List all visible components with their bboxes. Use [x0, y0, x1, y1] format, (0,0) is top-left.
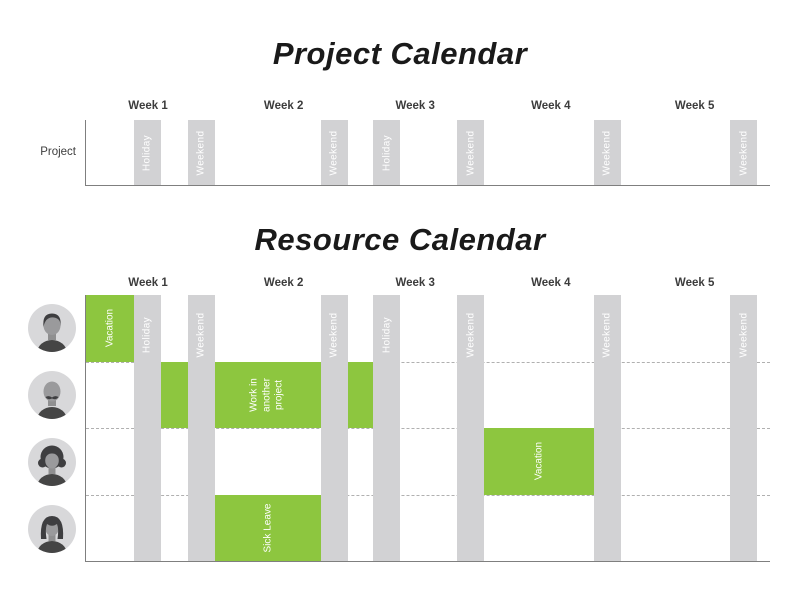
week-label: Week 3: [395, 100, 435, 112]
resource-row-4-avatar: [28, 505, 76, 553]
sick-leave-assignment-bar: Sick Leave: [214, 494, 321, 561]
week-label: Week 2: [263, 277, 304, 289]
assignment-label: Work in another project: [248, 377, 285, 412]
week-label: Week 3: [395, 277, 435, 289]
short-dark-hair-person-avatar-icon: [28, 304, 76, 352]
project-calendar-title: Project Calendar: [272, 36, 528, 71]
weekend-bar: Weekend: [187, 295, 215, 561]
weekend-bar: Weekend: [320, 120, 348, 185]
weekend-bar: Weekend: [593, 120, 621, 185]
week-label: Week 4: [531, 277, 571, 289]
project-calendar-chart: Holiday Weekend Weekend Holiday Weekend …: [85, 120, 770, 186]
resource-row-2-avatar: [28, 371, 76, 419]
weekend-bar: Weekend: [320, 295, 348, 561]
weekend-bar-label: Weekend: [601, 130, 613, 175]
weekend-bar: Weekend: [457, 120, 485, 185]
weekend-bar: Weekend: [187, 120, 215, 185]
holiday-bar: Holiday: [133, 295, 161, 561]
assignment-label: Vacation: [533, 442, 545, 481]
resource-calendar-chart: Vacation Work in another project Vacatio…: [85, 295, 770, 562]
week-label: Week 2: [263, 100, 304, 112]
vacation-assignment-bar: Vacation: [484, 428, 594, 495]
weekend-bar-label: Weekend: [328, 312, 340, 358]
resource-week-labels: Week 1 Week 2 Week 3 Week 4 Week 5: [85, 277, 770, 291]
holiday-bar: Holiday: [373, 295, 401, 561]
weekend-bar: Weekend: [593, 295, 621, 561]
row-divider: [86, 494, 770, 496]
week-label: Week 5: [674, 277, 715, 289]
holiday-bar: Holiday: [373, 120, 401, 185]
weekend-bar-label: Weekend: [465, 312, 477, 358]
holiday-bar-label: Holiday: [141, 316, 153, 354]
holiday-bar: Holiday: [133, 120, 161, 185]
weekend-bar-label: Weekend: [738, 312, 750, 358]
resource-calendar-title: Resource Calendar: [254, 222, 546, 257]
weekend-bar: Weekend: [730, 295, 758, 561]
weekend-bar: Weekend: [457, 295, 485, 561]
week-label: Week 5: [674, 100, 715, 112]
project-row-label: Project: [40, 146, 76, 158]
weekend-bar-label: Weekend: [465, 130, 477, 175]
weekend-bar-label: Weekend: [195, 130, 207, 175]
resource-row-1-avatar: [28, 304, 76, 352]
row-divider: [86, 361, 770, 363]
holiday-bar-label: Holiday: [381, 134, 393, 171]
bob-hair-person-avatar-icon: [28, 505, 76, 553]
vacation-assignment-bar: Vacation: [86, 295, 134, 362]
weekend-bar-label: Weekend: [328, 130, 340, 175]
holiday-bar-label: Holiday: [141, 134, 153, 171]
weekend-bar-label: Weekend: [601, 312, 613, 358]
curly-hair-person-avatar-icon: [28, 438, 76, 486]
weekend-bar: Weekend: [730, 120, 758, 185]
resource-row-3-avatar: [28, 438, 76, 486]
week-label: Week 1: [128, 277, 168, 289]
holiday-bar-label: Holiday: [381, 316, 393, 354]
week-label: Week 4: [531, 100, 571, 112]
project-week-labels: Week 1 Week 2 Week 3 Week 4 Week 5: [85, 100, 770, 114]
assignment-label: Vacation: [104, 309, 116, 348]
assignment-label: Sick Leave: [262, 503, 274, 553]
row-divider: [86, 428, 770, 429]
bald-mustache-person-avatar-icon: [28, 371, 76, 419]
week-label: Week 1: [128, 100, 168, 112]
weekend-bar-label: Weekend: [195, 312, 207, 358]
weekend-bar-label: Weekend: [738, 130, 750, 175]
